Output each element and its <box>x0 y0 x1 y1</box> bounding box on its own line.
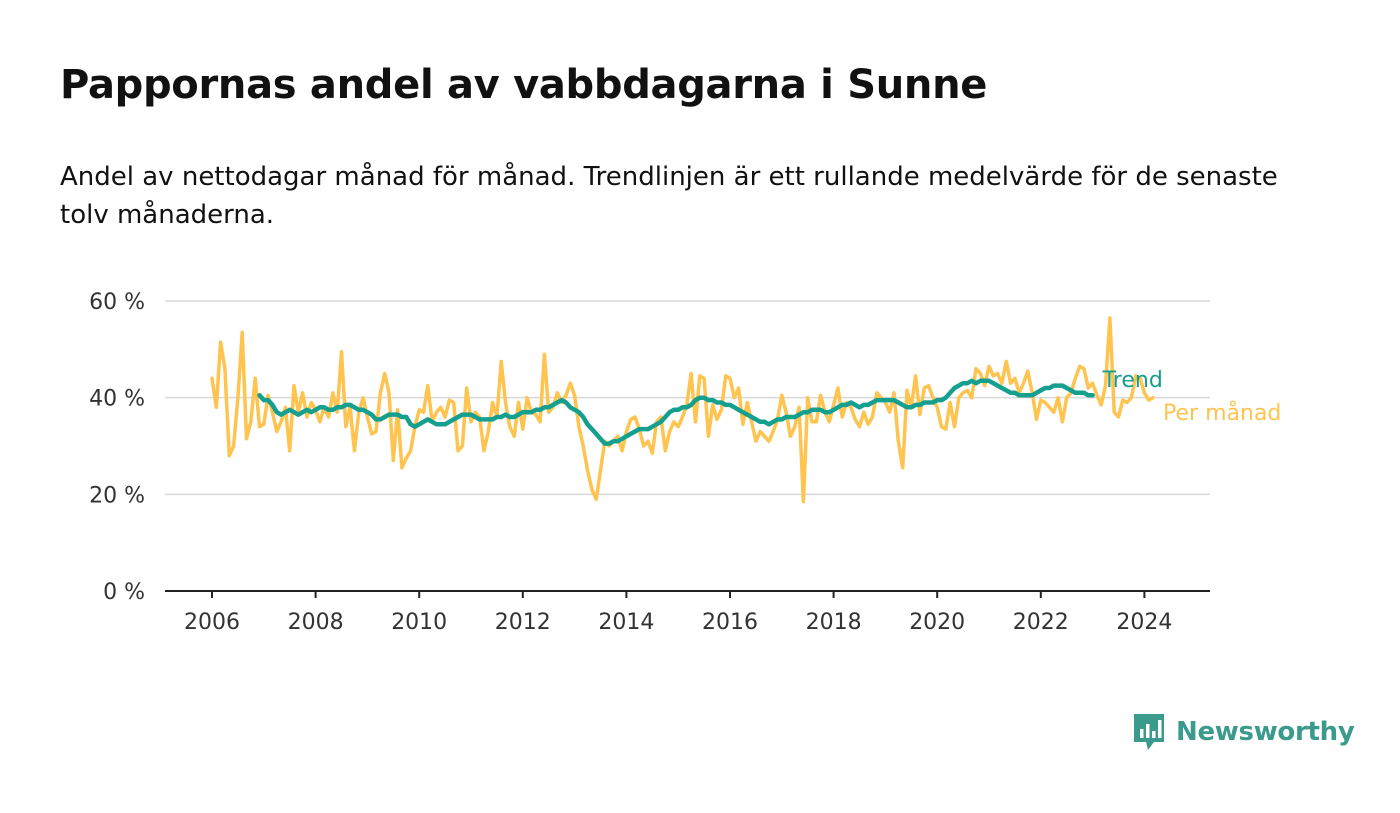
y-tick-label: 60 % <box>89 290 145 315</box>
newsworthy-logo-text: Newsworthy <box>1176 717 1355 747</box>
x-tick-label: 2022 <box>1013 610 1069 635</box>
y-tick-label: 0 % <box>103 580 145 605</box>
trend-series-label: Trend <box>1102 368 1163 393</box>
monthly-series-line <box>210 316 1155 504</box>
x-tick-label: 2006 <box>184 610 240 635</box>
x-tick-label: 2014 <box>598 610 654 635</box>
x-tick-label: 2024 <box>1116 610 1172 635</box>
trend-series-line <box>257 378 1095 446</box>
newsworthy-logo-icon <box>1134 714 1164 750</box>
x-tick-label: 2008 <box>288 610 344 635</box>
axes: 0 % 20 % 40 % 60 % 2006 2008 2010 2012 2014 2016 2… <box>89 290 1210 635</box>
chart-title: Pappornas andel av vabbdagarna i Sunne <box>60 62 988 108</box>
series-lines <box>210 316 1155 504</box>
x-tick-label: 2012 <box>495 610 551 635</box>
x-tick-label: 2018 <box>806 610 862 635</box>
y-tick-label: 20 % <box>89 483 145 508</box>
x-tick-label: 2016 <box>702 610 758 635</box>
y-tick-label: 40 % <box>89 387 145 412</box>
newsworthy-logo[interactable]: Newsworthy <box>1132 712 1355 752</box>
x-tick-label: 2020 <box>909 610 965 635</box>
x-tick-label: 2010 <box>391 610 447 635</box>
monthly-series-label: Per månad <box>1163 400 1281 426</box>
chart-subtitle: Andel av nettodagar månad för månad. Tre… <box>60 162 1278 230</box>
